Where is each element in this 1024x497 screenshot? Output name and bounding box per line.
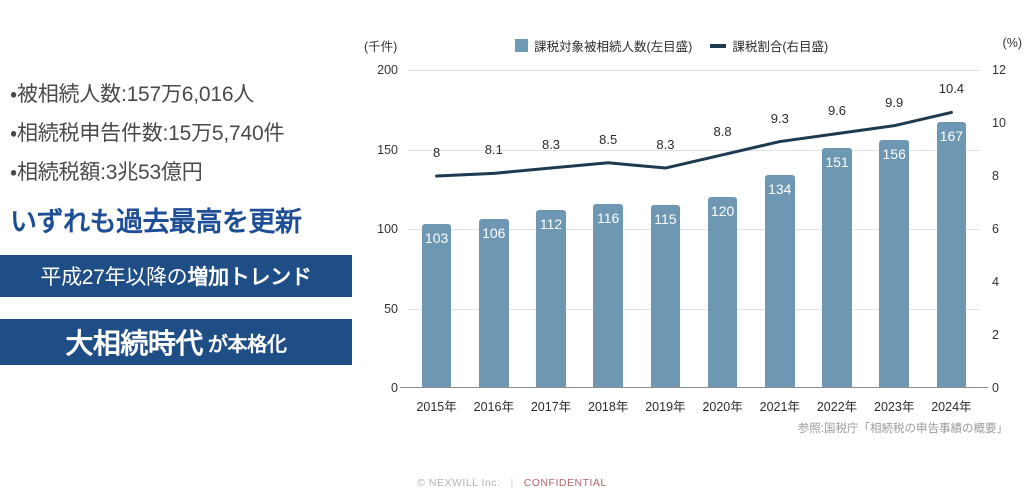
slide-footer: © NEXWILL Inc. | CONFIDENTIAL — [0, 477, 1024, 489]
bar-value-label: 106 — [482, 225, 506, 242]
line-value-label: 8.8 — [713, 123, 732, 139]
line-value-label: 8.1 — [484, 142, 503, 158]
bullet-item: ・相続税申告件数:15万5,740件 — [10, 122, 285, 145]
chart-legend: 課税対象被相続人数(左目盛) 課税割合(右目盛) — [515, 36, 828, 55]
y-axis-right-tick: 4 — [992, 275, 999, 289]
gridline — [408, 308, 980, 310]
y-axis-left-tick: 0 — [391, 381, 398, 395]
x-axis-tick: 2022年 — [816, 400, 858, 414]
line-value-label: 8.3 — [541, 137, 561, 153]
bullet-item: ・被相続人数:157万6,016人 — [10, 83, 255, 106]
x-axis-tick: 2016年 — [473, 400, 514, 414]
legend-label-line: 課税割合(右目盛) — [732, 40, 829, 54]
chart-container: (千件) (%) 課税対象被相続人数(左目盛) 課税割合(右目盛) 0 50 100… — [360, 20, 1024, 440]
bar-column[interactable]: 151 — [822, 147, 852, 388]
callout-box-trend-strong: 増加トレンド — [187, 266, 312, 289]
x-axis-tick: 2019年 — [645, 400, 686, 414]
y-axis-right-tick: 8 — [992, 169, 999, 183]
x-axis-tick: 2015年 — [416, 400, 457, 414]
legend-label-bar: 課税対象被相続人数(左目盛) — [534, 40, 693, 54]
callout-box-era-small: が本格化 — [207, 333, 287, 356]
y-axis-left-tick: 200 — [377, 63, 398, 77]
bar-value-label: 156 — [882, 145, 906, 162]
bar-column[interactable]: 115 — [650, 205, 681, 388]
footer-confidential: CONFIDENTIAL — [523, 477, 607, 489]
line-value-label: 8.5 — [599, 131, 618, 147]
axis-unit-right: (%) — [1002, 36, 1022, 50]
bar-value-label: 116 — [597, 209, 620, 226]
bar-value-label: 120 — [710, 203, 735, 220]
legend-item-bar: 課税対象被相続人数(左目盛) — [515, 36, 692, 55]
bar-column[interactable]: 120 — [707, 197, 738, 388]
headline-text: いずれも過去最高を更新 — [10, 207, 302, 237]
bar-value-label: 115 — [654, 211, 677, 228]
x-axis-tick: 2024年 — [931, 400, 972, 414]
gridline — [408, 149, 980, 151]
axis-unit-left: (千件) — [364, 40, 398, 54]
y-axis-left-tick: 100 — [377, 222, 398, 236]
chart-source-note: 参照:国税庁「相続税の申告事績の概要」 — [797, 423, 1008, 435]
bar-value-label: 151 — [825, 153, 849, 170]
chart-axis-baseline — [400, 386, 988, 388]
y-axis-right-tick: 12 — [992, 63, 1006, 77]
callout-box-era: 大相続時代 が本格化 — [0, 319, 352, 365]
chart-plot-area: 0 50 100 150 200 0 2 4 6 8 10 12 103 106 112 116 115 12… — [377, 63, 1006, 414]
bar-column[interactable]: 116 — [593, 203, 624, 388]
x-axis-tick: 2021年 — [759, 400, 800, 414]
line-value-label: 10.4 — [938, 81, 965, 97]
line-value-label: 8.3 — [656, 137, 675, 153]
x-axis-tick: 2023年 — [874, 400, 915, 414]
legend-item-line: 課税割合(右目盛) — [710, 36, 828, 55]
bar-column[interactable]: 106 — [478, 219, 509, 388]
legend-swatch-line-icon — [710, 43, 727, 48]
gridline — [408, 70, 980, 71]
x-axis-tick: 2020年 — [702, 400, 743, 414]
bar-value-label: 134 — [768, 180, 792, 197]
left-summary-panel: ・被相続人数:157万6,016人 ・相続税申告件数:15万5,740件 ・相続… — [0, 78, 360, 378]
gridline — [408, 229, 980, 230]
y-axis-right-tick: 2 — [992, 328, 999, 342]
bar-column[interactable]: 112 — [536, 209, 566, 388]
bar-column[interactable]: 167 — [936, 122, 967, 388]
chart-line-series — [435, 110, 953, 178]
bar-value-label: 167 — [939, 128, 964, 145]
callout-box-trend-prefix: 平成27年以降の — [40, 266, 188, 289]
bullet-item: ・相続税額:3兆53億円 — [10, 161, 203, 184]
y-axis-left-tick: 50 — [384, 301, 398, 316]
y-axis-left-tick: 150 — [377, 142, 398, 157]
x-axis-tick: 2018年 — [588, 400, 629, 414]
legend-swatch-bar-icon — [515, 39, 528, 52]
bar-column[interactable]: 156 — [879, 139, 910, 388]
y-axis-right-tick: 6 — [992, 222, 999, 236]
bar-column[interactable]: 134 — [764, 174, 795, 388]
x-axis-tick: 2017年 — [530, 400, 572, 414]
y-axis-right-tick: 0 — [992, 381, 999, 395]
line-value-label: 9.6 — [827, 102, 847, 118]
bar-column[interactable]: 103 — [421, 224, 452, 388]
bar-value-label: 112 — [539, 215, 563, 232]
footer-copyright: © NEXWILL Inc. — [417, 477, 501, 489]
bar-value-label: 103 — [424, 230, 449, 247]
footer-separator: | — [510, 477, 514, 489]
callout-box-trend: 平成27年以降の 増加トレンド — [0, 255, 352, 297]
line-value-label: 9.9 — [885, 94, 904, 110]
callout-box-era-big: 大相続時代 — [65, 328, 203, 359]
line-value-label: 9.3 — [770, 110, 789, 126]
line-value-label: 8 — [432, 145, 441, 160]
y-axis-right-tick: 10 — [992, 116, 1006, 130]
